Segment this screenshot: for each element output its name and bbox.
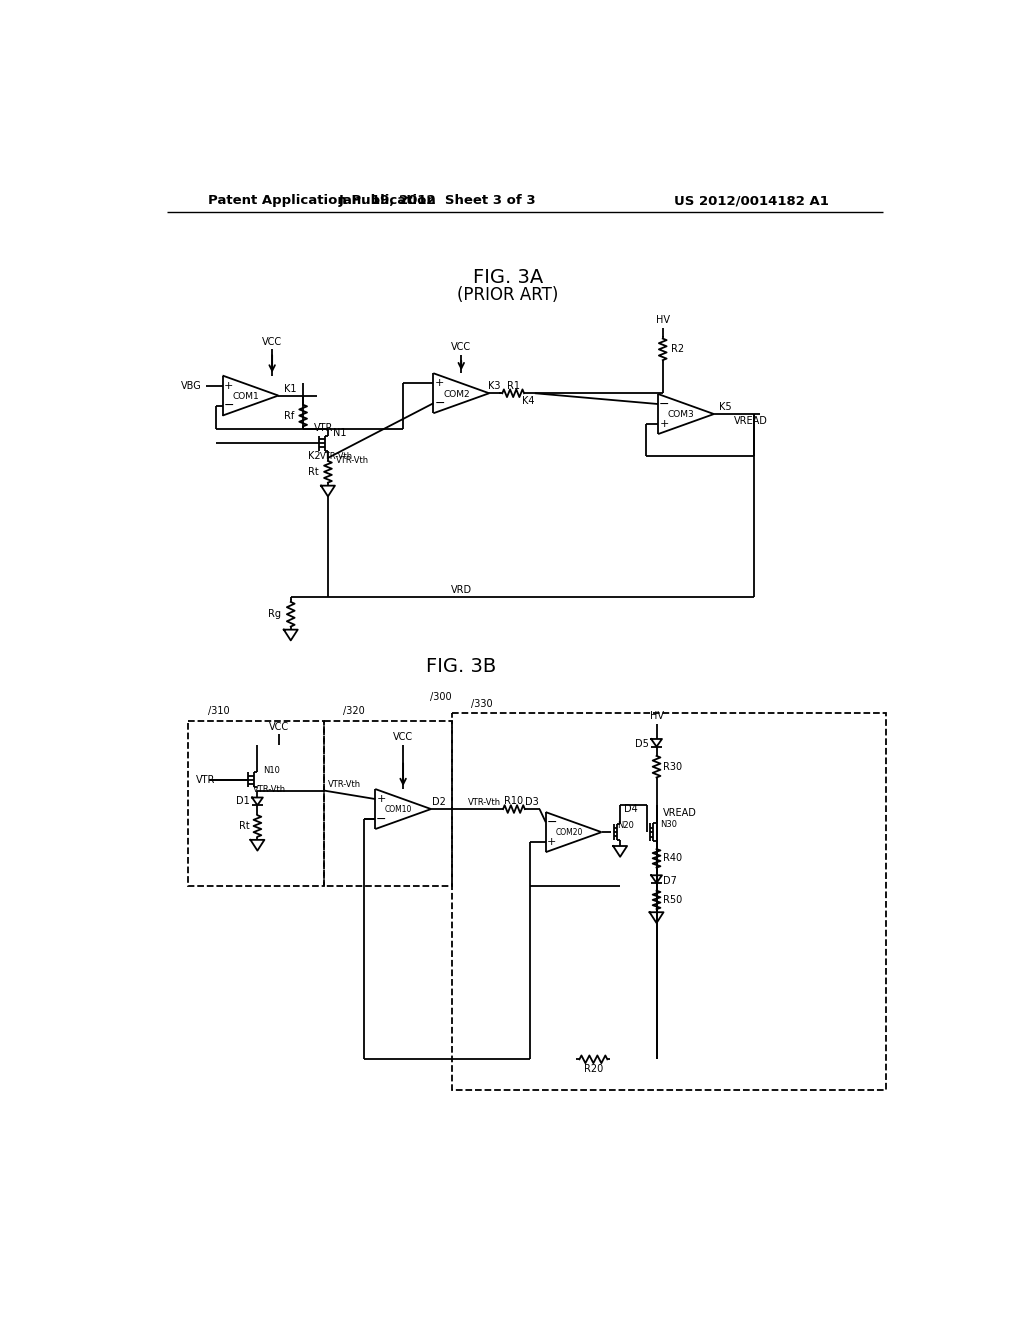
Text: VTR: VTR: [197, 775, 216, 785]
Text: /330: /330: [471, 698, 493, 709]
Text: +: +: [547, 837, 557, 847]
Text: /300: /300: [430, 693, 452, 702]
Text: +: +: [659, 418, 669, 429]
Text: R40: R40: [663, 853, 682, 863]
Text: D7: D7: [663, 875, 677, 886]
Text: −: −: [223, 399, 234, 412]
Text: Rt: Rt: [239, 821, 250, 832]
Text: Rt: Rt: [308, 467, 318, 477]
Text: Patent Application Publication: Patent Application Publication: [208, 194, 435, 207]
Text: K1: K1: [284, 384, 296, 393]
Text: N20: N20: [617, 821, 634, 830]
Text: VCC: VCC: [393, 733, 414, 742]
Text: +: +: [435, 379, 444, 388]
Text: K4: K4: [522, 396, 535, 407]
Text: VTR-Vth: VTR-Vth: [253, 784, 286, 793]
Text: −: −: [547, 816, 557, 829]
Text: D3: D3: [525, 797, 539, 807]
Text: R10: R10: [505, 796, 523, 807]
Text: D2: D2: [432, 797, 445, 807]
Text: COM10: COM10: [385, 805, 413, 814]
Bar: [188, 721, 324, 886]
Text: K5: K5: [719, 403, 732, 412]
Text: VREAD: VREAD: [663, 808, 696, 818]
Text: R20: R20: [584, 1064, 603, 1073]
Text: R50: R50: [663, 895, 682, 906]
Text: VCC: VCC: [269, 722, 289, 731]
Text: +: +: [377, 795, 386, 804]
Text: VTR-Vth: VTR-Vth: [328, 780, 361, 789]
Text: COM3: COM3: [668, 411, 694, 420]
Text: COM2: COM2: [443, 389, 470, 399]
Text: K2: K2: [308, 451, 322, 462]
Text: (PRIOR ART): (PRIOR ART): [457, 286, 558, 305]
Text: N10: N10: [263, 766, 281, 775]
Bar: [452, 713, 886, 1090]
Text: HV: HV: [655, 315, 670, 325]
Text: FIG. 3B: FIG. 3B: [426, 657, 497, 676]
Text: R2: R2: [671, 345, 684, 354]
Text: N1: N1: [333, 428, 346, 437]
Text: R30: R30: [663, 762, 682, 772]
Text: VCC: VCC: [262, 337, 283, 347]
Text: /320: /320: [343, 706, 366, 717]
Text: +: +: [224, 380, 233, 391]
Text: −: −: [659, 397, 670, 411]
Text: D5: D5: [635, 739, 649, 750]
Text: Rg: Rg: [268, 610, 282, 619]
Text: D4: D4: [624, 804, 638, 814]
Bar: [324, 721, 452, 886]
Text: −: −: [376, 813, 387, 825]
Text: COM1: COM1: [232, 392, 259, 401]
Text: HV: HV: [649, 711, 664, 721]
Text: VTR: VTR: [314, 422, 334, 433]
Text: VBG: VBG: [181, 380, 202, 391]
Text: D1: D1: [236, 796, 250, 807]
Text: Jan. 19, 2012  Sheet 3 of 3: Jan. 19, 2012 Sheet 3 of 3: [339, 194, 537, 207]
Text: /310: /310: [208, 706, 229, 717]
Text: COM20: COM20: [555, 829, 583, 837]
Text: VCC: VCC: [452, 342, 471, 352]
Text: −: −: [434, 397, 444, 409]
Text: US 2012/0014182 A1: US 2012/0014182 A1: [675, 194, 829, 207]
Text: N30: N30: [660, 820, 678, 829]
Text: R1: R1: [507, 380, 519, 391]
Text: VRD: VRD: [451, 585, 472, 594]
Text: VREAD: VREAD: [734, 416, 768, 426]
Text: FIG. 3A: FIG. 3A: [473, 268, 543, 288]
Text: VTR-Vth: VTR-Vth: [468, 797, 501, 807]
Text: K3: K3: [487, 381, 500, 391]
Text: Rf: Rf: [284, 411, 294, 421]
Text: VTR-Vth: VTR-Vth: [336, 455, 369, 465]
Text: VTR-Vth: VTR-Vth: [321, 451, 353, 461]
